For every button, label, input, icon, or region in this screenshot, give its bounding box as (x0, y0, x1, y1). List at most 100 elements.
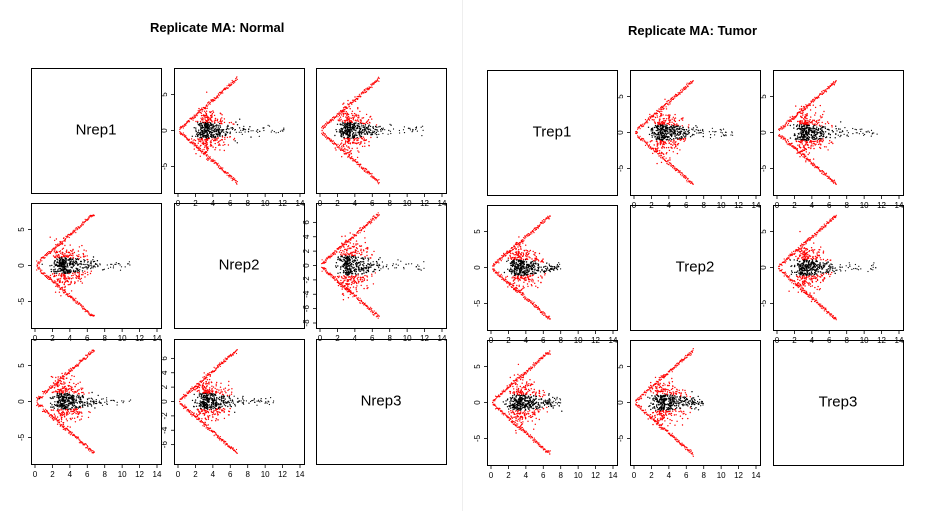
gene-point (235, 131, 237, 133)
de-point (347, 99, 349, 102)
gene-point (116, 401, 118, 403)
boundary-point (377, 215, 379, 217)
de-point (370, 136, 372, 139)
boundary-point (235, 448, 238, 451)
gene-point (61, 258, 63, 260)
boundary-point (71, 368, 73, 370)
de-point (358, 117, 360, 119)
boundary-point (333, 254, 335, 256)
de-point (77, 382, 79, 385)
de-point (71, 388, 73, 391)
gene-point (73, 261, 76, 264)
gene-point (195, 130, 197, 133)
boundary-point (65, 291, 67, 293)
de-point (64, 281, 66, 284)
boundary-point (186, 122, 188, 124)
gene-point (336, 131, 338, 133)
gene-point (342, 263, 345, 266)
gene-point (360, 135, 363, 138)
de-point (56, 283, 58, 285)
boundary-point (67, 293, 69, 295)
de-point (87, 274, 89, 276)
boundary-point (89, 450, 91, 452)
boundary-point (208, 428, 210, 430)
gene-point (41, 263, 43, 265)
gene-point (68, 270, 70, 273)
boundary-point (371, 219, 373, 221)
de-point (366, 276, 369, 278)
de-point (68, 391, 71, 393)
de-point (63, 289, 66, 291)
gene-point (219, 134, 221, 136)
gene-point (335, 265, 337, 267)
boundary-point (90, 313, 92, 315)
gene-point (362, 261, 364, 263)
gene-point (250, 136, 252, 138)
gene-point (229, 131, 231, 133)
gene-point (74, 407, 76, 409)
gene-point (54, 272, 56, 274)
gene-point (352, 136, 354, 139)
boundary-point (218, 439, 221, 441)
gene-point (417, 268, 419, 270)
boundary-point (373, 219, 375, 221)
boundary-point (189, 389, 191, 392)
boundary-point (367, 307, 369, 309)
gene-point (90, 405, 93, 407)
gene-point (360, 132, 362, 135)
de-point (61, 243, 63, 245)
de-point (360, 248, 362, 250)
de-point (70, 410, 72, 413)
boundary-point (179, 132, 181, 134)
de-point (77, 250, 80, 252)
de-point (211, 114, 213, 116)
de-point (62, 428, 65, 430)
gene-point (207, 127, 209, 129)
boundary-point (235, 181, 237, 183)
gene-point (347, 123, 349, 125)
boundary-point (364, 89, 366, 91)
gene-point (356, 136, 358, 139)
gene-point (338, 258, 340, 260)
de-point (210, 111, 212, 113)
de-point (63, 414, 66, 416)
de-point (201, 119, 203, 121)
de-point (354, 251, 357, 254)
subplot-frame (174, 68, 305, 194)
boundary-point (377, 79, 379, 81)
boundary-point (364, 227, 366, 229)
gene-point (195, 127, 197, 129)
de-point (65, 280, 68, 282)
gene-point (357, 131, 359, 133)
gene-point (57, 402, 60, 404)
de-point (359, 143, 361, 146)
boundary-point (199, 110, 201, 112)
boundary-point (360, 299, 363, 301)
de-point (222, 394, 224, 396)
de-point (365, 247, 367, 250)
de-point (346, 117, 348, 119)
de-point (61, 275, 63, 277)
de-point (79, 419, 81, 421)
gene-point (106, 264, 108, 266)
gene-point (226, 127, 228, 130)
gene-point (344, 269, 347, 271)
boundary-point (53, 248, 55, 250)
boundary-point (367, 306, 369, 308)
boundary-point (325, 269, 327, 271)
de-point (72, 257, 75, 259)
boundary-point (343, 287, 346, 289)
gene-point (58, 399, 60, 402)
gene-point (231, 128, 234, 130)
boundary-point (370, 311, 372, 313)
de-point (210, 114, 212, 117)
boundary-point (62, 425, 64, 427)
x-tick-label: 4 (68, 470, 73, 479)
gene-point (335, 129, 337, 131)
de-point (64, 253, 66, 255)
gene-point (62, 402, 65, 404)
gene-point (73, 400, 75, 403)
gene-point (204, 125, 206, 127)
gene-point (375, 260, 378, 263)
de-point (58, 274, 60, 276)
